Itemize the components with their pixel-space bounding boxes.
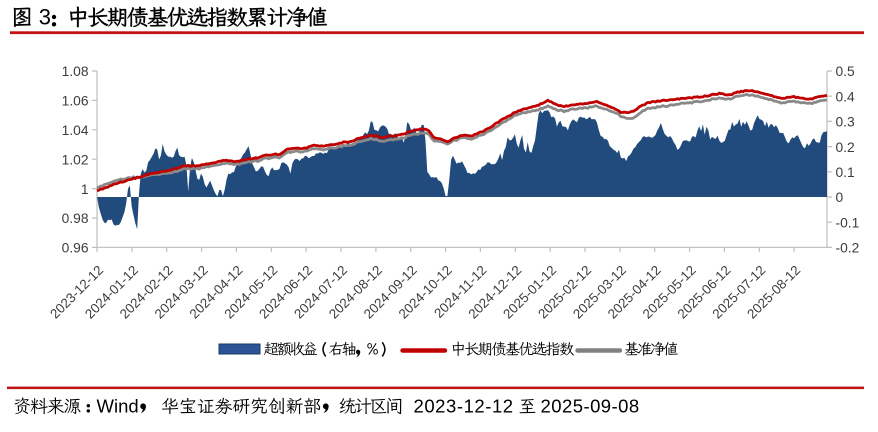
svg-text:1.08: 1.08 [62, 64, 89, 79]
svg-text:0: 0 [836, 190, 844, 205]
svg-text:0.3: 0.3 [836, 115, 856, 130]
svg-text:0.98: 0.98 [62, 211, 89, 226]
svg-text:0.2: 0.2 [836, 140, 855, 155]
svg-text:1.06: 1.06 [62, 94, 89, 109]
svg-text:-0.1: -0.1 [836, 215, 860, 230]
svg-text:0.96: 0.96 [62, 241, 89, 256]
svg-text:0.5: 0.5 [836, 64, 856, 79]
svg-text:1.04: 1.04 [62, 123, 89, 138]
svg-text:2025-09-08: 2025-09-08 [541, 395, 640, 416]
svg-text:0.4: 0.4 [836, 89, 856, 104]
svg-text:2023-12-12: 2023-12-12 [414, 395, 514, 416]
svg-text:1: 1 [81, 182, 89, 197]
svg-text:1.02: 1.02 [62, 152, 89, 167]
svg-text:0.1: 0.1 [836, 165, 855, 180]
svg-text:-0.2: -0.2 [836, 241, 860, 256]
svg-text:3: 3 [39, 5, 51, 30]
svg-text:Wind: Wind [97, 395, 139, 416]
